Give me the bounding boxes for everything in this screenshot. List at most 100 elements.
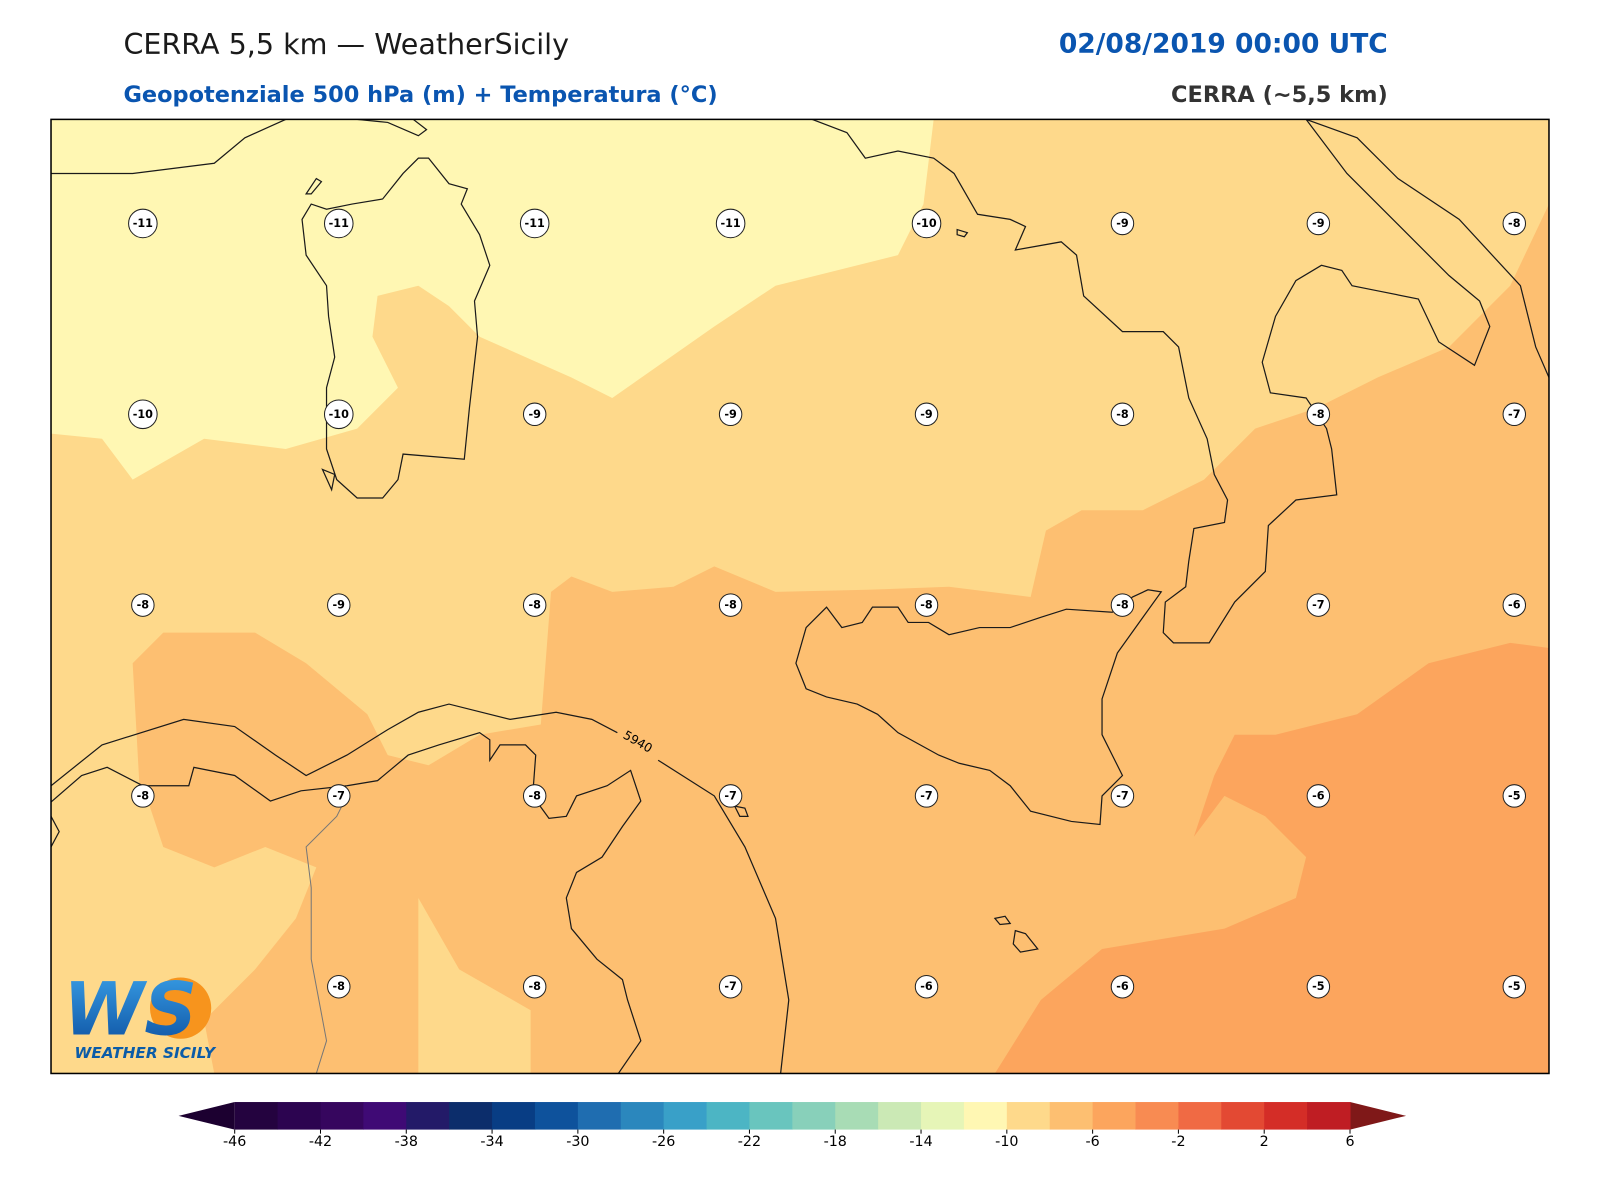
temperature-label: -9 xyxy=(1312,217,1325,230)
label-circle xyxy=(1110,402,1135,427)
colorbar-tick-label: 2 xyxy=(1260,1134,1269,1150)
label-circle xyxy=(1306,975,1331,999)
label-circle xyxy=(128,399,158,430)
colorbar-over xyxy=(1350,1102,1407,1130)
temperature-label: -7 xyxy=(920,789,932,802)
temperature-label: -7 xyxy=(724,980,736,993)
colorbar-bin xyxy=(663,1102,708,1130)
subtitle: Geopotenziale 500 hPa (m) + Temperatura … xyxy=(123,82,717,108)
colorbar-bin xyxy=(706,1102,750,1130)
colorbar-bin xyxy=(320,1102,364,1130)
temperature-label: -6 xyxy=(1116,980,1129,993)
temperature-label: -9 xyxy=(724,408,737,421)
colorbar-bin xyxy=(234,1102,279,1130)
label-circle xyxy=(718,975,743,999)
colorbar-bin xyxy=(921,1102,965,1130)
temperature-label: -6 xyxy=(1312,789,1325,802)
label-circle xyxy=(718,593,743,617)
label-circle xyxy=(519,208,550,239)
colorbar-bin xyxy=(878,1102,922,1130)
temperature-label: -11 xyxy=(720,217,740,230)
map: 5940 -11 -11 -11 -11 -10 -9 -9 -8-10 -10 -9 -9 -9 -8… xyxy=(51,119,1549,1074)
colorbar-tick-label: -42 xyxy=(309,1134,332,1150)
border xyxy=(305,795,348,1074)
colorbar-bin xyxy=(449,1102,493,1130)
temperature-label: -10 xyxy=(916,217,936,230)
label-circle xyxy=(1502,784,1527,808)
temperature-label: -7 xyxy=(1116,789,1128,802)
temperature-label: -8 xyxy=(528,599,541,612)
label-circle xyxy=(1502,402,1527,427)
map-frame xyxy=(50,118,1550,1075)
datetime: 02/08/2019 00:00 UTC xyxy=(1059,28,1388,59)
temperature-label: -7 xyxy=(1508,408,1520,421)
label-circle xyxy=(914,593,939,617)
label-circle xyxy=(1110,784,1135,808)
coastline xyxy=(304,119,428,492)
label-circle xyxy=(131,784,155,808)
label-circle xyxy=(327,975,351,999)
temperature-labels: -11 -11 -11 -11 -10 -9 -9 -8 -10 -10 -9 -9 -9 -8 -8 -7 -… xyxy=(128,208,1527,999)
colorbar-bin xyxy=(835,1102,879,1130)
label-circle xyxy=(914,784,939,808)
temperature-label: -8 xyxy=(333,980,346,993)
coastline xyxy=(812,119,1491,644)
temperature-label: -8 xyxy=(1312,408,1325,421)
coastline xyxy=(1305,119,1549,378)
label-circle xyxy=(914,402,939,427)
temperature-label: -9 xyxy=(333,599,346,612)
label-circle xyxy=(327,593,351,617)
temperature-label: -5 xyxy=(1508,789,1521,802)
coastline xyxy=(795,589,1163,826)
colorbar-bin xyxy=(1135,1102,1179,1130)
temperature-label: -8 xyxy=(137,599,150,612)
colorbar-bin xyxy=(1092,1102,1137,1130)
temperature-label: -5 xyxy=(1508,980,1521,993)
label-circle xyxy=(1502,593,1527,617)
temperature-label: -11 xyxy=(329,217,349,230)
colorbar-tick-label: -38 xyxy=(395,1134,418,1150)
label-circle xyxy=(1306,593,1331,617)
temperature-label: -9 xyxy=(1116,217,1129,230)
colorbar-bin xyxy=(577,1102,622,1130)
colorbar-bin xyxy=(1221,1102,1265,1130)
colorbar-tick-label: -10 xyxy=(995,1134,1018,1150)
contour-line xyxy=(51,703,790,1074)
label-circle xyxy=(1110,593,1135,617)
temperature-label: -8 xyxy=(137,789,150,802)
label-circle xyxy=(1306,402,1331,427)
label-circle xyxy=(1502,975,1527,999)
colorbar-under xyxy=(178,1102,235,1130)
label-circle xyxy=(715,208,746,239)
shading xyxy=(132,204,1549,1074)
colorbar-bin xyxy=(1264,1102,1308,1130)
colorbar-bin xyxy=(492,1102,536,1130)
logo-name: WEATHER SICILY xyxy=(74,1044,216,1062)
temperature-label: -7 xyxy=(333,789,345,802)
coastline xyxy=(51,731,642,1074)
colorbar-bin xyxy=(406,1102,450,1130)
temperature-label: -7 xyxy=(1312,599,1324,612)
colorbar-tick-label: -26 xyxy=(652,1134,675,1150)
temperature-label: -8 xyxy=(1508,217,1521,230)
label-circle xyxy=(718,784,743,808)
colorbar-tick-label: 6 xyxy=(1345,1134,1354,1150)
shading xyxy=(51,119,934,480)
temperature-label: -11 xyxy=(525,217,545,230)
label-circle xyxy=(522,593,547,617)
label-circle xyxy=(1306,784,1331,808)
temperature-label: -8 xyxy=(528,789,541,802)
temperature-label: -6 xyxy=(1508,599,1521,612)
colorbar-bin xyxy=(1307,1102,1351,1130)
temperature-label: -6 xyxy=(920,980,933,993)
temperature-label: -8 xyxy=(1116,408,1129,421)
temperature-label: -8 xyxy=(724,599,737,612)
coastline xyxy=(733,228,1039,953)
colorbar-tick-label: -22 xyxy=(738,1134,761,1150)
label-circle xyxy=(522,402,547,427)
label-circle xyxy=(131,593,155,617)
colorbar-bin xyxy=(1049,1102,1094,1130)
label-circle xyxy=(522,975,547,999)
